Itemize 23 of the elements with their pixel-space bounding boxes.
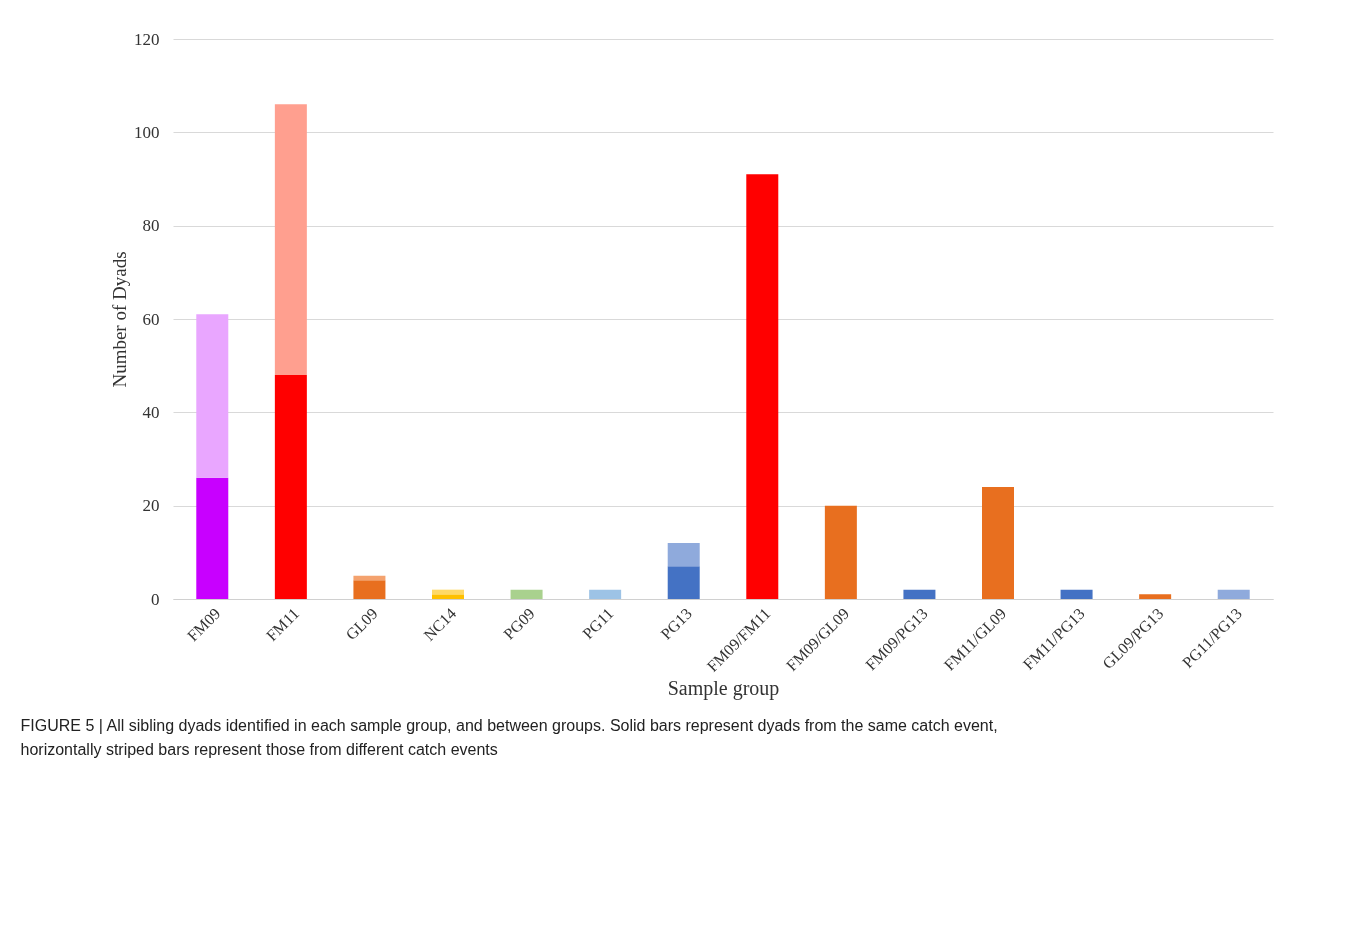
bar: [510, 589, 543, 599]
y-tick-label: 60: [142, 309, 160, 329]
bar: [274, 104, 307, 375]
bar: [824, 505, 857, 599]
x-axis-title: Sample group: [667, 676, 780, 700]
y-tick-label: 80: [142, 216, 160, 236]
y-tick-label: 40: [142, 402, 160, 422]
y-tick-label: 120: [134, 29, 160, 49]
y-tick-label: 100: [134, 122, 160, 142]
y-tick-label: 0: [151, 589, 160, 609]
bar: [667, 566, 700, 599]
bar: [667, 543, 700, 567]
bar: [1139, 594, 1172, 599]
caption: FIGURE 5 | All sibling dyads identified in each sample group, and between groups. Solid bars represent dyads from the same catch event, horizontally striped bars represent those from different catch events: [20, 717, 998, 759]
y-tick-label: 20: [142, 496, 160, 516]
bar: [1217, 589, 1250, 599]
bar: [432, 594, 464, 599]
bar: [274, 375, 307, 599]
bar: [196, 477, 229, 599]
bar: [982, 487, 1014, 599]
bar: [589, 589, 622, 599]
y-axis-title: Number of Dyads: [109, 251, 130, 388]
bar: [196, 314, 229, 478]
